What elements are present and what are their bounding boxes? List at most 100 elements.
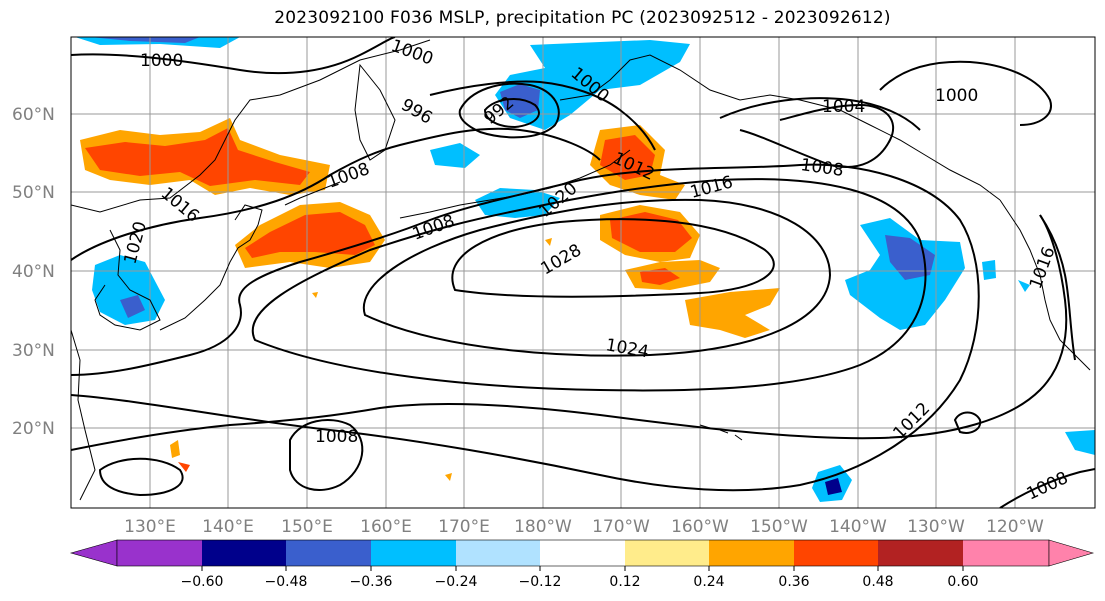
graticule <box>71 37 1095 508</box>
precip-patch-small-2 <box>178 462 190 472</box>
precip-patch-central-south <box>685 288 780 338</box>
precip-patch-korea <box>92 255 165 325</box>
isobar-1008-east <box>999 468 1095 508</box>
isobar-label: 1008 <box>315 427 358 447</box>
colorbar-swatch <box>878 540 963 566</box>
precip-patch-japan-east-core <box>245 212 375 258</box>
isobar-996 <box>458 82 560 139</box>
lat-label-30n: 30°N <box>12 341 55 361</box>
isobar-992 <box>483 98 540 129</box>
precip-positive-shading <box>80 118 780 481</box>
colorbar-swatch <box>540 540 625 566</box>
colorbar-tick-label: 0.60 <box>947 574 978 590</box>
coast-japan <box>159 204 263 331</box>
precip-patch-small-5 <box>312 292 318 298</box>
precip-patch-small-4 <box>445 473 452 481</box>
lon-label: 170°W <box>592 517 650 537</box>
lon-label: 170°E <box>438 517 490 537</box>
coast-alaska <box>559 54 1001 201</box>
isobar-1008-north <box>71 127 601 261</box>
colorbar: −0.60 −0.48 −0.36 −0.24 −0.12 0.12 0.24 … <box>69 539 1095 590</box>
lon-label: 130°E <box>124 517 176 537</box>
precip-patch-east-pac-core <box>885 235 935 280</box>
isobars <box>71 37 1095 508</box>
lon-label: 160°E <box>360 517 412 537</box>
colorbar-swatch <box>117 540 202 566</box>
lon-label: 150°E <box>281 517 333 537</box>
lat-label-60n: 60°N <box>12 105 55 125</box>
colorbar-tick-label: −0.24 <box>435 574 478 590</box>
coast-kamchatka <box>354 63 396 161</box>
lon-label: 160°W <box>671 517 729 537</box>
colorbar-tick-labels: −0.60 −0.48 −0.36 −0.24 −0.12 0.12 0.24 … <box>181 574 979 590</box>
precip-negative-shading <box>75 37 1095 502</box>
isobar-small-1 <box>953 411 982 434</box>
isobar-1016-east <box>1039 214 1076 361</box>
precip-patch-alaska-low-core <box>500 84 540 118</box>
coast-china <box>71 329 96 501</box>
lon-label: 120°W <box>986 517 1044 537</box>
precip-patch-small-7 <box>1018 280 1030 292</box>
colorbar-tick-label: −0.12 <box>519 574 562 590</box>
isobar-1012 <box>71 214 1068 451</box>
colorbar-tick-label: 0.48 <box>862 574 893 590</box>
precip-patch-small-3 <box>545 238 552 246</box>
map-frame <box>70 36 1096 509</box>
colorbar-swatch <box>371 540 456 566</box>
isobar-1000-ak <box>879 60 1052 126</box>
colorbar-swatch <box>963 540 1049 566</box>
colorbar-tick-label: 0.36 <box>778 574 809 590</box>
lat-label-40n: 40°N <box>12 262 55 282</box>
colorbar-tick-label: −0.60 <box>181 574 224 590</box>
isobar-1024 <box>362 198 832 357</box>
precip-patch-central-mid-core <box>640 268 680 285</box>
isobar-1008-ak <box>739 103 895 168</box>
colorbar-swatch <box>794 540 878 566</box>
colorbar-swatch <box>202 540 286 566</box>
colorbar-extend-high <box>1048 539 1095 567</box>
lon-label: 140°W <box>829 517 887 537</box>
precip-patch-small-6 <box>982 260 996 280</box>
lon-label: 180°W <box>514 517 572 537</box>
precip-patch-aleutian <box>475 188 560 218</box>
coast-korea <box>94 229 161 331</box>
precip-patch-hawaii-south-core <box>825 478 842 495</box>
colorbar-tick-label: 0.12 <box>609 574 640 590</box>
colorbar-swatch <box>286 540 371 566</box>
precip-patch-nw-top <box>75 37 240 48</box>
longitude-labels: 130°E 140°E 150°E 160°E 170°E 180°W 170°… <box>124 517 1044 537</box>
precip-patch-west-coast <box>1065 430 1095 455</box>
precip-patch-small-1 <box>170 440 180 458</box>
colorbar-ticks <box>201 566 964 571</box>
precip-patch-bering-core <box>600 135 655 180</box>
isobar-label: 1004 <box>822 97 865 117</box>
map-title: 2023092100 F036 MSLP, precipitation PC (… <box>274 8 891 28</box>
coast-kuril <box>284 181 341 206</box>
precip-patch-alaska-low <box>495 40 690 130</box>
colorbar-tick-label: −0.48 <box>265 574 308 590</box>
lon-label: 140°E <box>202 517 254 537</box>
isobar-label: 1000 <box>935 86 978 106</box>
isobar-1004 <box>429 80 921 151</box>
isobar-1008-sw <box>98 457 184 497</box>
precip-patch-nw-top-core <box>90 37 200 43</box>
isobar-1028 <box>451 218 775 298</box>
lon-label: 130°W <box>907 517 965 537</box>
colorbar-swatch <box>625 540 709 566</box>
coast-north-america <box>999 199 1091 371</box>
colorbar-tick-label: −0.36 <box>350 574 393 590</box>
colorbar-tick-label: 0.24 <box>693 574 724 590</box>
colorbar-extend-low <box>69 539 118 567</box>
isobar-label: 1000 <box>140 51 183 71</box>
lat-label-50n: 50°N <box>12 183 55 203</box>
colorbar-swatch <box>709 540 794 566</box>
isobar-1020 <box>251 178 927 392</box>
colorbar-swatch <box>456 540 540 566</box>
isobar-1000-n <box>71 37 396 75</box>
precip-patch-okhotsk <box>430 143 480 168</box>
precip-patch-japan-sea-core <box>85 128 310 186</box>
latitude-labels: 60°N 50°N 40°N 30°N 20°N <box>12 105 55 439</box>
isobar-1008-south <box>289 419 364 491</box>
isobar-1016 <box>71 163 980 492</box>
